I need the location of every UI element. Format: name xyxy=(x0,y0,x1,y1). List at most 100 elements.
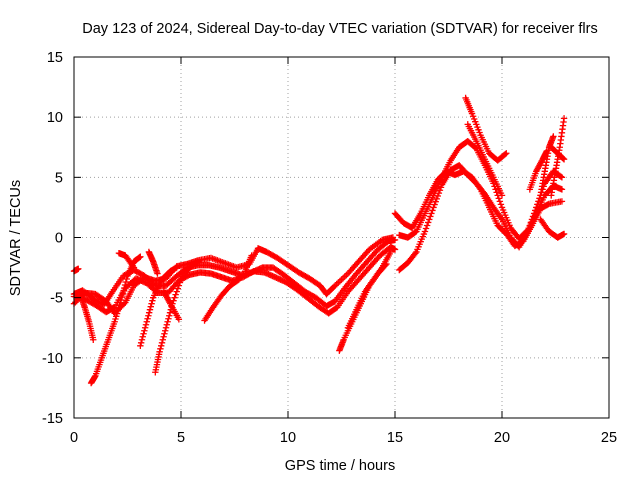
data-point xyxy=(493,189,500,196)
data-point xyxy=(560,230,568,238)
x-axis-label: GPS time / hours xyxy=(285,458,395,474)
data-point xyxy=(524,228,531,235)
data-point xyxy=(193,259,201,266)
data-point xyxy=(145,312,152,319)
data-point xyxy=(235,276,242,283)
data-point xyxy=(149,297,156,304)
data-point xyxy=(560,115,568,122)
data-point xyxy=(498,192,506,199)
data-point xyxy=(194,258,202,265)
data-point xyxy=(147,303,154,310)
data-point xyxy=(172,291,179,298)
data-point xyxy=(560,155,567,162)
data-point xyxy=(497,201,505,208)
y-tick-label: -10 xyxy=(42,351,63,367)
data-point xyxy=(436,187,444,194)
data-point xyxy=(530,216,538,223)
data-point xyxy=(426,216,433,223)
data-series xyxy=(77,292,97,343)
data-point xyxy=(117,296,125,304)
data-point xyxy=(118,293,126,301)
data-point xyxy=(159,336,167,343)
x-tick-label: 10 xyxy=(280,430,296,446)
x-tick-label: 5 xyxy=(177,430,185,446)
data-point xyxy=(560,156,568,163)
data-point xyxy=(174,285,181,292)
x-tick-label: 20 xyxy=(494,430,510,446)
data-point xyxy=(248,252,255,259)
data-point xyxy=(158,339,166,346)
data-series xyxy=(548,144,568,163)
data-point xyxy=(157,345,164,353)
y-axis-label: SDTVAR / TECUs xyxy=(8,180,24,296)
data-point xyxy=(163,321,171,328)
data-point xyxy=(90,336,97,343)
x-tick-label: 0 xyxy=(70,430,78,446)
y-tick-label: 5 xyxy=(55,170,63,186)
data-point xyxy=(137,342,144,349)
data-point xyxy=(123,275,130,283)
data-point xyxy=(119,290,126,298)
axis-ticks xyxy=(73,56,610,419)
data-point xyxy=(502,150,509,158)
data-point xyxy=(422,225,430,232)
data-series xyxy=(526,147,551,193)
data-point xyxy=(142,321,150,328)
data-series xyxy=(70,243,399,317)
data-point xyxy=(121,281,129,289)
tick-labels: 0 5 10 15 20 25 -15 -10 -5 0 5 10 15 xyxy=(42,50,617,446)
data-point xyxy=(120,300,128,308)
data-point xyxy=(437,184,445,191)
data-point xyxy=(162,327,169,334)
data-point xyxy=(533,207,540,214)
data-series xyxy=(201,276,242,324)
y-tick-label: 0 xyxy=(55,231,63,247)
data-point xyxy=(431,201,438,208)
data-point xyxy=(144,315,151,322)
data-series xyxy=(115,249,138,271)
data-point xyxy=(428,210,435,217)
data-point xyxy=(130,264,138,271)
data-point xyxy=(164,318,171,325)
data-point xyxy=(137,253,144,260)
data-series xyxy=(537,216,568,241)
data-point xyxy=(154,270,161,277)
data-point xyxy=(434,192,441,200)
data-point xyxy=(527,219,535,226)
data-point xyxy=(534,201,542,208)
data-series xyxy=(137,264,180,349)
y-tick-label: 10 xyxy=(47,110,63,126)
data-point xyxy=(120,287,127,295)
data-point xyxy=(166,309,174,316)
data-marks xyxy=(70,94,568,387)
data-series xyxy=(152,258,202,376)
data-point xyxy=(139,333,146,340)
data-point xyxy=(158,342,165,349)
data-point xyxy=(137,339,145,346)
data-point xyxy=(171,294,178,301)
data-point xyxy=(427,213,434,220)
data-point xyxy=(531,213,539,220)
data-point xyxy=(534,204,541,211)
data-point xyxy=(176,279,184,286)
data-series xyxy=(160,288,183,323)
data-point xyxy=(435,189,443,197)
data-point xyxy=(525,225,532,232)
data-point xyxy=(412,250,419,257)
y-tick-label: -5 xyxy=(50,291,63,307)
data-series xyxy=(548,115,568,199)
data-point xyxy=(148,300,155,307)
data-series xyxy=(145,248,161,277)
data-point xyxy=(496,198,504,205)
data-series xyxy=(70,265,82,275)
data-point xyxy=(557,173,565,180)
data-point xyxy=(558,198,566,205)
data-point xyxy=(421,228,429,235)
data-series xyxy=(344,248,394,331)
y-tick-label: -15 xyxy=(42,411,63,427)
data-series xyxy=(242,252,255,275)
data-point xyxy=(166,312,173,319)
x-tick-label: 15 xyxy=(387,430,403,446)
data-point xyxy=(75,265,82,272)
data-point xyxy=(550,133,557,140)
